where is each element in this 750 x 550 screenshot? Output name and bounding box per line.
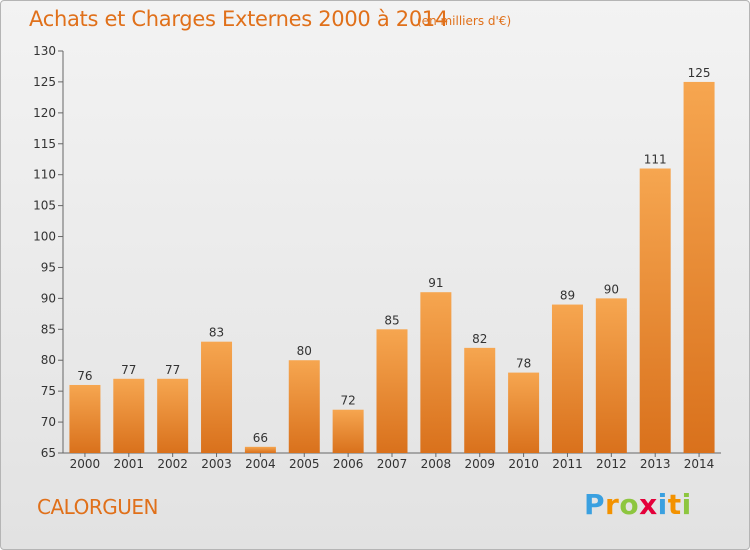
place-name: CALORGUEN [37, 495, 158, 519]
data-label: 77 [121, 363, 136, 377]
data-label: 82 [472, 332, 487, 346]
bar-2009 [464, 347, 496, 453]
data-label: 91 [428, 276, 443, 290]
y-tick-label: 110 [33, 168, 56, 182]
x-tick-label: 2014 [684, 457, 715, 471]
bar-2010 [508, 372, 540, 453]
x-tick-label: 2001 [114, 457, 145, 471]
bar-2001 [113, 378, 145, 453]
y-tick-label: 90 [41, 291, 56, 305]
data-label: 85 [384, 313, 399, 327]
y-tick-label: 65 [41, 446, 56, 460]
y-tick-label: 85 [41, 322, 56, 336]
x-tick-label: 2005 [289, 457, 320, 471]
data-label: 66 [253, 431, 268, 445]
y-tick-label: 75 [41, 384, 56, 398]
bar-2002 [157, 378, 189, 453]
data-label: 78 [516, 357, 531, 371]
data-label: 72 [340, 394, 355, 408]
data-label: 125 [688, 66, 711, 80]
bar-2005 [288, 360, 320, 453]
data-label: 89 [560, 289, 575, 303]
x-tick-label: 2002 [157, 457, 188, 471]
data-label: 83 [209, 326, 224, 340]
y-tick-label: 100 [33, 230, 56, 244]
bar-2004 [244, 446, 276, 453]
data-label: 77 [165, 363, 180, 377]
bar-2011 [551, 304, 583, 453]
data-label: 80 [297, 344, 312, 358]
y-tick-label: 80 [41, 353, 56, 367]
x-tick-label: 2004 [245, 457, 276, 471]
x-tick-label: 2006 [333, 457, 364, 471]
proxiti-logo: Proxiti [584, 488, 692, 521]
x-tick-label: 2009 [464, 457, 495, 471]
data-label: 111 [644, 153, 667, 167]
bar-2006 [332, 409, 364, 453]
y-tick-label: 115 [33, 137, 56, 151]
bar-2013 [639, 168, 671, 453]
bar-2012 [595, 298, 627, 453]
bar-2000 [69, 384, 101, 453]
bar-2007 [376, 329, 408, 453]
y-tick-label: 105 [33, 199, 56, 213]
x-tick-label: 2003 [201, 457, 232, 471]
y-tick-label: 125 [33, 75, 56, 89]
x-tick-label: 2000 [70, 457, 101, 471]
bar-2003 [201, 341, 233, 453]
y-tick-label: 130 [33, 44, 56, 58]
data-label: 90 [604, 282, 619, 296]
x-tick-label: 2012 [596, 457, 627, 471]
x-tick-label: 2013 [640, 457, 671, 471]
x-tick-label: 2011 [552, 457, 583, 471]
bar-2014 [683, 81, 715, 453]
x-tick-label: 2007 [377, 457, 408, 471]
chart-subtitle: (en milliers d'€) [417, 14, 512, 28]
y-tick-label: 120 [33, 106, 56, 120]
x-tick-label: 2010 [508, 457, 539, 471]
x-tick-label: 2008 [421, 457, 452, 471]
data-label: 76 [77, 369, 92, 383]
chart-title: Achats et Charges Externes 2000 à 2014 [29, 7, 449, 31]
y-tick-label: 70 [41, 415, 56, 429]
y-tick-label: 95 [41, 260, 56, 274]
bar-2008 [420, 292, 452, 453]
